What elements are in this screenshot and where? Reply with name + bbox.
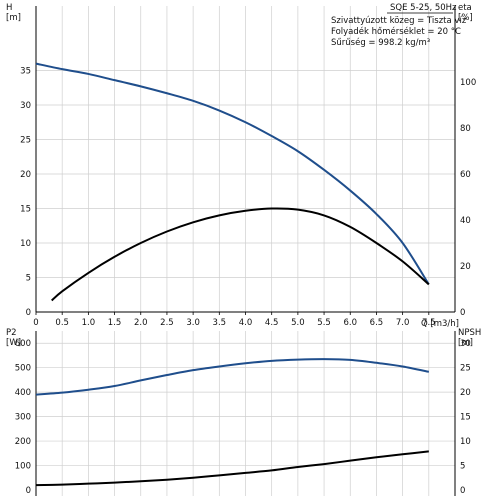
x-tick-label: 3.5 bbox=[213, 318, 227, 328]
y-right-tick-label: 20 bbox=[460, 388, 471, 398]
y-left-tick-label: 200 bbox=[15, 437, 31, 447]
y-right-tick-label: 15 bbox=[460, 413, 471, 423]
y-left-tick-label: 30 bbox=[20, 101, 31, 111]
y-left-tick-label: 10 bbox=[20, 239, 31, 249]
lower-right-axis-unit: [m] bbox=[458, 338, 473, 348]
y-right-tick-label: 100 bbox=[460, 78, 476, 88]
x-tick-label: 5.5 bbox=[317, 318, 331, 328]
lower-left-axis-label: P2 bbox=[6, 328, 17, 338]
x-tick-label: 1.5 bbox=[108, 318, 122, 328]
upper-left-axis-unit: [m] bbox=[6, 13, 21, 23]
y-left-tick-label: 15 bbox=[20, 205, 31, 215]
x-tick-label: 7.0 bbox=[396, 318, 410, 328]
lower-left-axis-unit: [W] bbox=[6, 338, 21, 348]
upper-left-ticks: 0 5 10 15 20 25 30 35 bbox=[20, 67, 31, 319]
upper-right-axis-unit: [%] bbox=[458, 13, 473, 23]
y-left-tick-label: 5 bbox=[26, 274, 31, 284]
y-right-tick-label: 80 bbox=[460, 124, 471, 134]
y-left-tick-label: 20 bbox=[20, 170, 31, 180]
y-right-tick-label: 25 bbox=[460, 364, 471, 374]
lower-series bbox=[35, 358, 430, 487]
y-left-tick-label: 100 bbox=[15, 462, 31, 472]
x-tick-label: 6.5 bbox=[370, 318, 384, 328]
y-right-tick-label: 30 bbox=[460, 339, 471, 349]
x-tick-label: 0.5 bbox=[55, 318, 69, 328]
npsh-curve bbox=[35, 450, 429, 487]
y-right-tick-label: 0 bbox=[460, 486, 465, 496]
x-tick-label: 4.0 bbox=[239, 318, 253, 328]
x-tick-label: 3.0 bbox=[186, 318, 200, 328]
efficiency-curve bbox=[51, 207, 430, 302]
upper-series bbox=[35, 62, 430, 302]
upper-panel: H [m] eta [%] SQE 5-25, 50Hz Szivattyúzo… bbox=[6, 3, 476, 329]
y-left-tick-label: 600 bbox=[15, 339, 31, 349]
x-tick-label: 2.5 bbox=[160, 318, 174, 328]
x-tick-label: 5.0 bbox=[291, 318, 305, 328]
y-left-tick-label: 500 bbox=[15, 364, 31, 374]
lower-right-ticks: 0 5 10 15 20 25 30 bbox=[460, 339, 471, 496]
lower-panel: P2 [W] NPSH [m] 0 100 200 300 400 500 600 0 5 10… bbox=[6, 328, 481, 496]
x-axis-label: Q [m3/h] bbox=[421, 319, 459, 329]
upper-right-axis-label: eta bbox=[458, 3, 472, 13]
y-left-tick-label: 25 bbox=[20, 136, 31, 146]
upper-right-ticks: 0 20 40 60 80 100 bbox=[460, 78, 476, 318]
chart-title: SQE 5-25, 50Hz bbox=[390, 3, 457, 13]
x-tick-label: 1.0 bbox=[82, 318, 96, 328]
y-left-tick-label: 0 bbox=[26, 308, 31, 318]
x-ticks: 0 0.5 1.0 1.5 2.0 2.5 3.0 3.5 4.0 4.5 5.0 5.5 6.0 6.5… bbox=[33, 312, 436, 328]
x-tick-label: 2.0 bbox=[134, 318, 148, 328]
x-tick-label: 4.5 bbox=[265, 318, 279, 328]
info-line-temperature: Folyadék hőmérséklet = 20 °C bbox=[331, 26, 461, 37]
upper-grid bbox=[35, 6, 455, 313]
y-right-tick-label: 0 bbox=[460, 308, 465, 318]
y-right-tick-label: 60 bbox=[460, 170, 471, 180]
y-right-tick-label: 40 bbox=[460, 216, 471, 226]
info-line-density: Sűrűség = 998.2 kg/m³ bbox=[331, 37, 430, 48]
lower-left-ticks: 0 100 200 300 400 500 600 bbox=[15, 339, 31, 496]
x-tick-label: 0 bbox=[33, 318, 38, 328]
info-box: SQE 5-25, 50Hz Szivattyúzott közeg = Tis… bbox=[331, 3, 467, 48]
power-curve bbox=[35, 358, 430, 396]
y-left-tick-label: 35 bbox=[20, 67, 31, 77]
info-line-medium: Szivattyúzott közeg = Tiszta víz bbox=[331, 16, 467, 26]
upper-left-axis-label: H bbox=[6, 3, 12, 13]
y-right-tick-label: 20 bbox=[460, 262, 471, 272]
head-curve bbox=[35, 62, 430, 285]
lower-right-axis-label: NPSH bbox=[458, 328, 481, 338]
x-tick-label: 6.0 bbox=[343, 318, 357, 328]
y-left-tick-label: 0 bbox=[26, 486, 31, 496]
y-left-tick-label: 400 bbox=[15, 388, 31, 398]
y-right-tick-label: 10 bbox=[460, 437, 471, 447]
y-left-tick-label: 300 bbox=[15, 413, 31, 423]
y-right-tick-label: 5 bbox=[460, 462, 465, 472]
x-tick-label: 7.5 bbox=[422, 318, 436, 328]
